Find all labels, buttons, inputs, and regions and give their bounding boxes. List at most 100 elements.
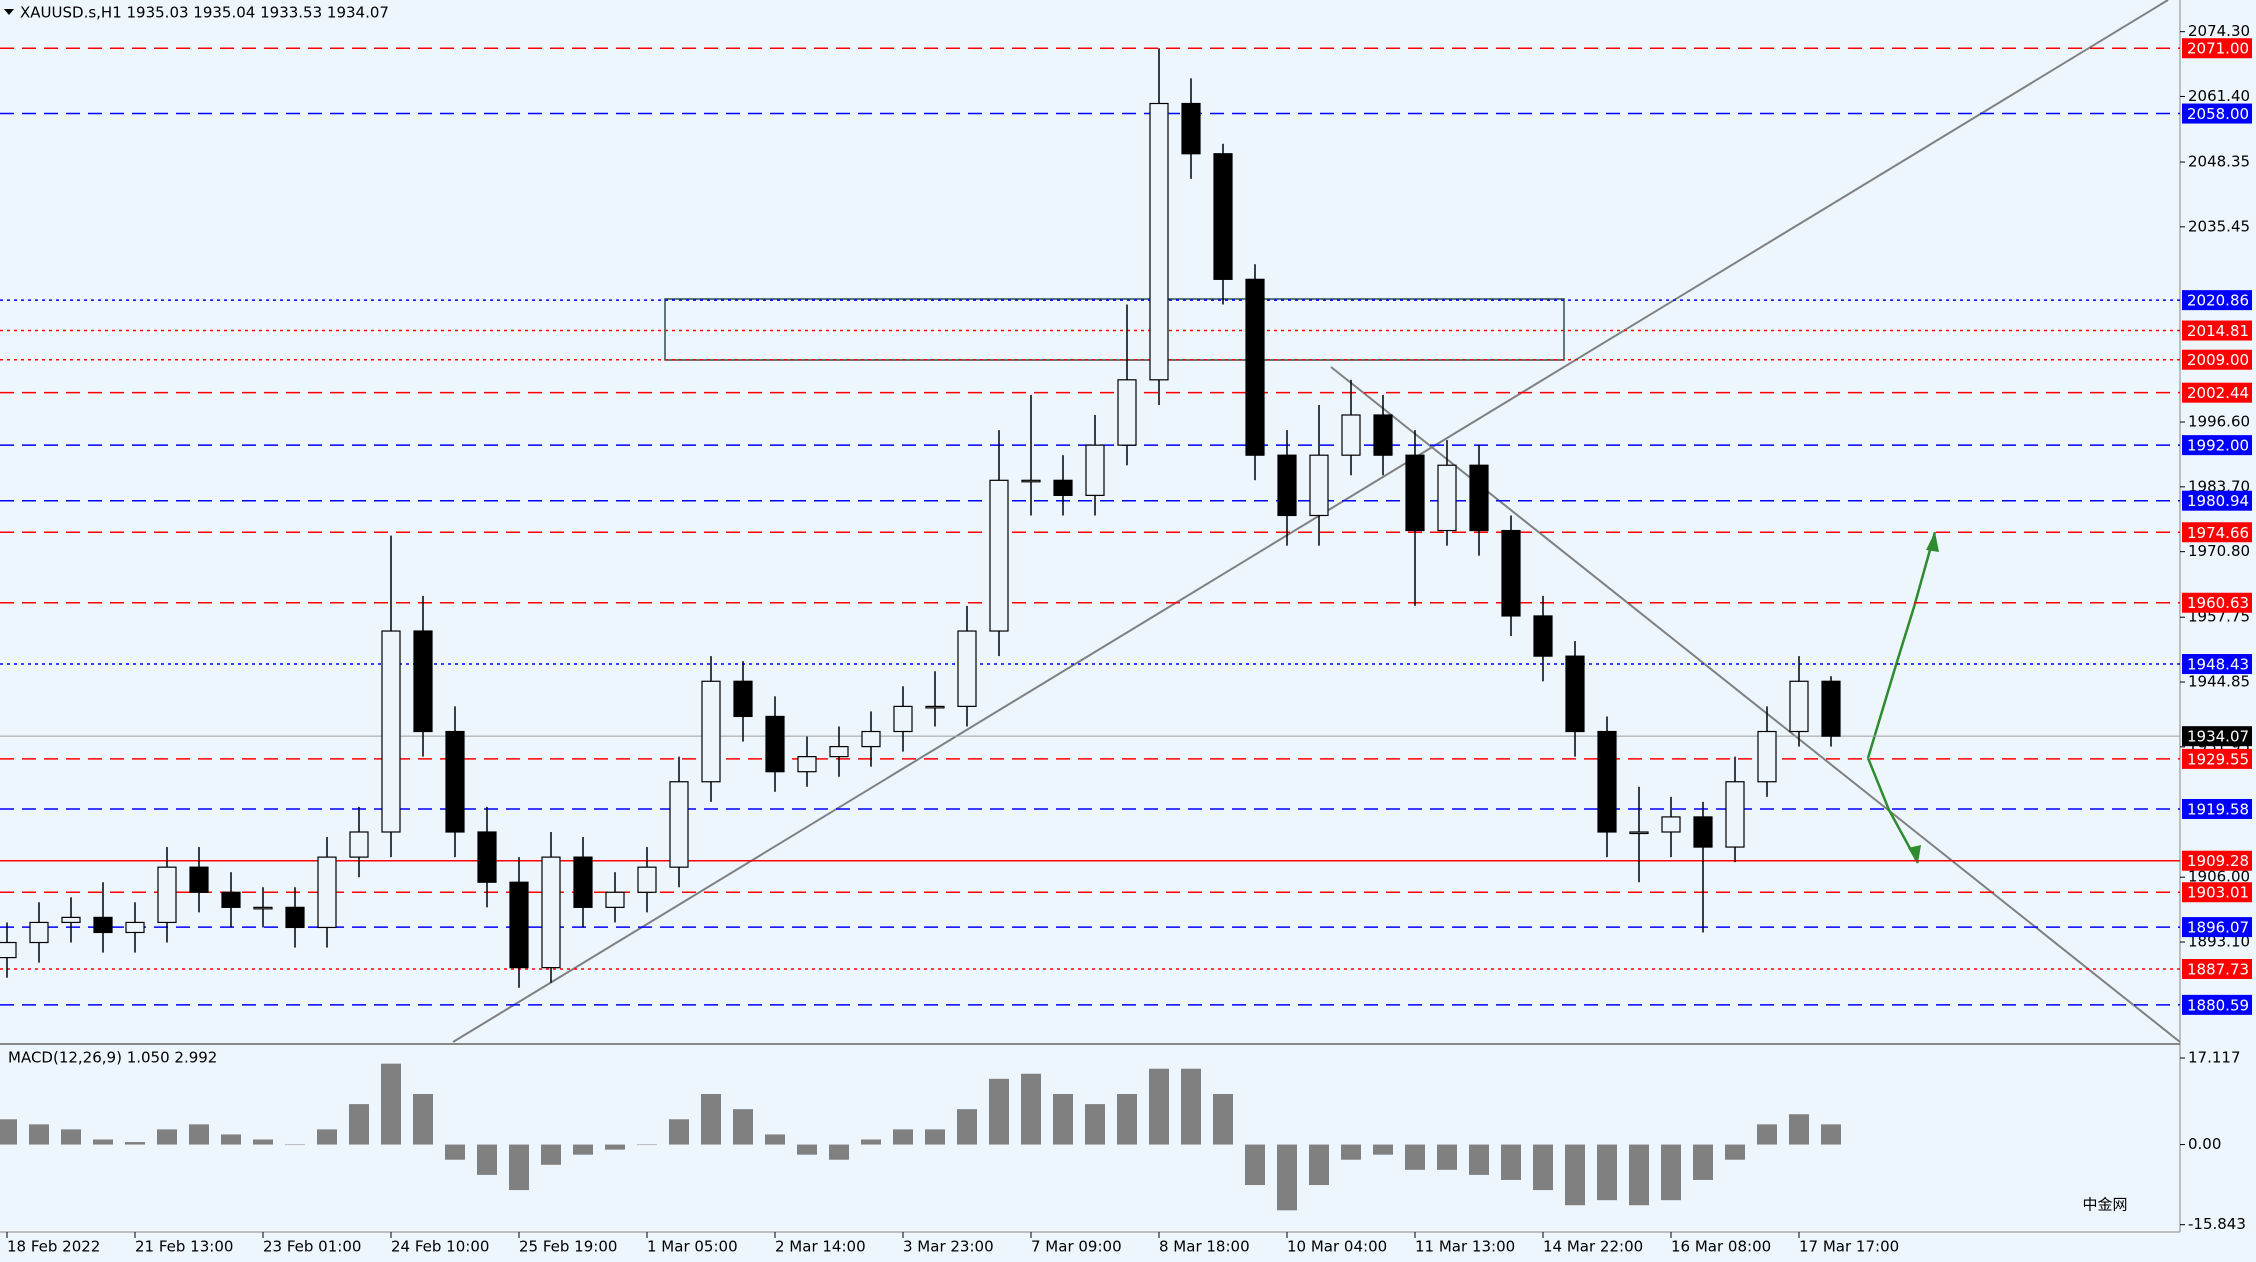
y-tick-label: 2074.30 — [2188, 22, 2250, 40]
level-label: 1903.01 — [2187, 884, 2249, 902]
x-tick-label: 10 Mar 04:00 — [1287, 1238, 1387, 1256]
x-tick-label: 25 Feb 19:00 — [519, 1238, 617, 1256]
macd-bar — [1277, 1144, 1297, 1211]
macd-bar — [1597, 1144, 1617, 1201]
x-tick-label: 23 Feb 01:00 — [263, 1238, 361, 1256]
candle-body — [1693, 816, 1713, 848]
candle-body — [1725, 781, 1745, 848]
level-label: 2058.00 — [2187, 105, 2249, 123]
level-label-box — [2182, 290, 2252, 311]
macd-bar — [1437, 1144, 1457, 1170]
macd-bar — [1757, 1124, 1777, 1145]
level-label-box — [2182, 320, 2252, 341]
y-tick-label: 17.117 — [2188, 1049, 2241, 1067]
x-tick-label: 14 Mar 22:00 — [1543, 1238, 1643, 1256]
macd-bar — [765, 1134, 785, 1145]
candle-body — [285, 906, 305, 929]
macd-bar — [605, 1144, 625, 1150]
macd-bar — [573, 1144, 593, 1155]
level-label-box — [2182, 654, 2252, 675]
candle-body — [509, 881, 529, 969]
level-label: 2020.86 — [2187, 292, 2249, 310]
level-label: 1880.59 — [2187, 996, 2249, 1014]
candle-body — [1309, 454, 1329, 517]
x-tick-label: 17 Mar 17:00 — [1799, 1238, 1899, 1256]
macd-bar — [1245, 1144, 1265, 1186]
candle-body — [1245, 278, 1265, 456]
macd-bar — [477, 1144, 497, 1175]
macd-bar — [1629, 1144, 1649, 1206]
macd-bar — [1373, 1144, 1393, 1155]
macd-bar — [1565, 1144, 1585, 1206]
candle-body — [765, 715, 785, 773]
candle-body — [445, 730, 465, 833]
level-label: 1992.00 — [2187, 437, 2249, 455]
level-label-box — [2182, 349, 2252, 370]
level-label-box — [2182, 522, 2252, 543]
candle-body — [1341, 414, 1361, 456]
macd-bar — [669, 1119, 689, 1145]
macd-bar — [1309, 1144, 1329, 1186]
macd-bar — [1661, 1144, 1681, 1201]
macd-bar — [1181, 1068, 1201, 1145]
level-label-box — [2182, 994, 2252, 1015]
level-label: 1887.73 — [2187, 960, 2249, 978]
candle-body — [925, 705, 945, 709]
candle-body — [221, 891, 241, 908]
macd-bar — [29, 1124, 49, 1145]
y-tick-label: 0.00 — [2188, 1135, 2221, 1153]
macd-bar — [1053, 1093, 1073, 1145]
candle-body — [1213, 153, 1233, 280]
macd-bar — [1021, 1073, 1041, 1145]
candle-body — [1373, 414, 1393, 456]
macd-bar — [637, 1144, 657, 1146]
macd-bar — [157, 1129, 177, 1145]
macd-bar — [701, 1093, 721, 1145]
y-tick-label: 1906.00 — [2188, 868, 2250, 886]
y-tick-label: 2048.35 — [2188, 153, 2250, 171]
level-label: 1948.43 — [2187, 656, 2249, 674]
level-label-box — [2182, 103, 2252, 124]
y-tick-label: 2035.45 — [2188, 217, 2250, 235]
candle-body — [989, 479, 1009, 632]
x-tick-label: 18 Feb 2022 — [7, 1238, 100, 1256]
macd-bar — [1693, 1144, 1713, 1180]
macd-bar — [541, 1144, 561, 1165]
indicator-title: MACD(12,26,9) 1.050 2.992 — [8, 1049, 217, 1067]
current-price-box — [2182, 726, 2252, 747]
candle-body — [1501, 529, 1521, 617]
macd-bar — [93, 1139, 113, 1145]
x-tick-label: 24 Feb 10:00 — [391, 1238, 489, 1256]
x-tick-label: 1 Mar 05:00 — [647, 1238, 738, 1256]
level-label: 1919.58 — [2187, 800, 2249, 818]
macd-bar — [317, 1129, 337, 1145]
candle-body — [637, 866, 657, 893]
candle-body — [349, 831, 369, 858]
level-label: 1896.07 — [2187, 919, 2249, 937]
candle-body — [829, 745, 849, 758]
level-label-box — [2182, 882, 2252, 903]
macd-bar — [829, 1144, 849, 1160]
candle-body — [1085, 444, 1105, 496]
candle-body — [157, 866, 177, 924]
x-tick-label: 8 Mar 18:00 — [1159, 1238, 1250, 1256]
chart-header: XAUUSD.s,H1 1935.03 1935.04 1933.53 1934… — [20, 4, 389, 22]
macd-bar — [285, 1144, 305, 1146]
watermark: 中金网 — [2082, 1196, 2127, 1214]
level-label-box — [2182, 958, 2252, 979]
candle-body — [957, 630, 977, 707]
candle-body — [1757, 730, 1777, 783]
level-label: 1929.55 — [2187, 750, 2249, 768]
trend-line — [452, 0, 2169, 1043]
y-tick-label: 1996.60 — [2188, 413, 2250, 431]
y-tick-label: 1970.80 — [2188, 542, 2250, 560]
level-label: 1909.28 — [2187, 852, 2249, 870]
level-label-box — [2182, 798, 2252, 819]
y-tick-label: -15.843 — [2188, 1215, 2246, 1233]
candle-body — [1469, 464, 1489, 532]
x-tick-label: 3 Mar 23:00 — [903, 1238, 994, 1256]
level-label: 1960.63 — [2187, 594, 2249, 612]
macd-bar — [1469, 1144, 1489, 1175]
